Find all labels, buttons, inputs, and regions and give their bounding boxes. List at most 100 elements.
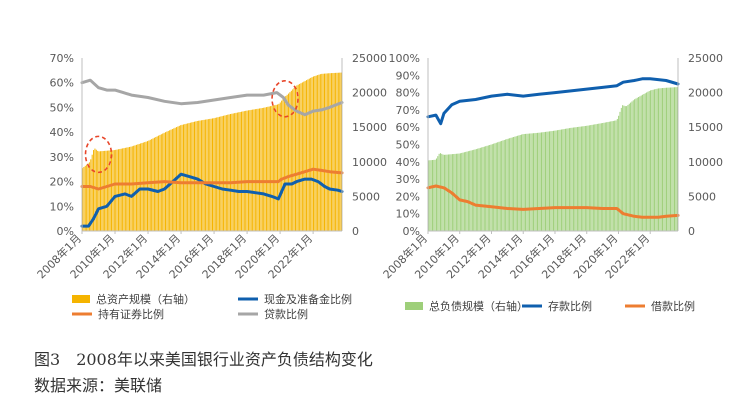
bar: [209, 118, 211, 231]
bar: [443, 154, 445, 231]
bar: [554, 130, 556, 231]
figure-caption: 图3 2008年以来美国银行业资产负债结构变化: [34, 346, 373, 370]
bar: [466, 151, 468, 231]
bar: [231, 113, 233, 231]
bar: [458, 153, 460, 231]
line-series-1: [80, 172, 344, 228]
bar: [431, 160, 433, 231]
bar: [108, 150, 110, 231]
line-series-3: [80, 78, 344, 117]
bar: [117, 149, 119, 231]
bar: [530, 133, 532, 231]
bar: [602, 123, 604, 231]
bar: [195, 121, 197, 231]
bar: [263, 107, 265, 231]
bar: [533, 133, 535, 231]
bar: [481, 147, 483, 231]
bar: [626, 106, 628, 231]
bar: [579, 126, 581, 231]
bar: [328, 73, 330, 231]
bar: [635, 98, 637, 232]
bar: [268, 106, 270, 231]
bar: [312, 76, 314, 231]
bar: [497, 142, 499, 231]
bar: [463, 152, 465, 231]
bar: [303, 81, 305, 231]
bar: [439, 153, 441, 231]
y-tick-right: 5000: [688, 190, 716, 203]
bar: [541, 132, 542, 231]
legend-item: 总资产规模（右轴）: [72, 292, 195, 306]
bar: [105, 150, 107, 231]
chart-left-asset-structure: 0% 10% 20% 30% 40% 50% 60% 70% 0 5000 10000 15000 20…: [34, 52, 387, 321]
bar: [152, 138, 154, 231]
bar: [628, 103, 630, 231]
bar: [648, 90, 650, 231]
legend-item: 借款比例: [625, 299, 695, 313]
y-tick-right: 25000: [352, 52, 387, 65]
bar: [564, 128, 566, 231]
bar: [141, 143, 143, 231]
legend-label: 总资产规模（右轴）: [96, 292, 195, 306]
line-series-2: [80, 167, 344, 191]
bar: [664, 87, 666, 231]
bar: [259, 108, 261, 231]
bar: [527, 133, 529, 231]
y-tick-left: 60%: [396, 121, 420, 134]
bar: [551, 131, 553, 231]
bar: [293, 88, 295, 231]
bar: [127, 147, 129, 231]
bar: [534, 133, 536, 231]
bar: [437, 156, 439, 231]
y-tick-right: 15000: [352, 121, 387, 134]
bar: [491, 144, 493, 231]
bar: [624, 106, 626, 231]
bar: [109, 150, 111, 231]
bar: [434, 159, 436, 231]
bar: [170, 129, 172, 231]
bar: [596, 123, 598, 231]
bar: [538, 132, 540, 231]
bar: [503, 139, 505, 231]
bar: [339, 72, 341, 232]
y-tick-left: 70%: [396, 104, 420, 117]
bar: [330, 73, 332, 231]
y-tick-left: 10%: [50, 200, 74, 213]
bar: [131, 146, 133, 231]
bar: [119, 148, 121, 231]
legend-item: 贷款比例: [238, 307, 308, 321]
bar: [307, 79, 309, 231]
bar: [98, 151, 100, 231]
highlight-circle-1: [84, 135, 113, 174]
bar: [618, 115, 620, 231]
y-tick-right: 0: [688, 225, 695, 238]
y-tick-right: 15000: [688, 121, 723, 134]
bar: [129, 146, 131, 231]
bar: [509, 138, 511, 231]
bar: [317, 75, 319, 231]
bar: [459, 153, 461, 231]
bar: [148, 140, 150, 231]
bar: [647, 91, 649, 232]
bar: [156, 136, 158, 231]
bar: [203, 119, 205, 231]
bar: [111, 150, 113, 231]
bar-series: [428, 87, 678, 232]
bar: [667, 87, 669, 231]
bar: [126, 147, 128, 231]
bar: [572, 127, 574, 231]
bar: [590, 125, 592, 231]
bar: [242, 111, 244, 231]
bar: [199, 120, 201, 231]
bar: [329, 73, 331, 231]
bar: [506, 139, 508, 231]
bar: [567, 128, 569, 231]
figure-label: 图3: [34, 350, 61, 369]
bar: [245, 110, 247, 231]
bar: [88, 162, 90, 231]
bar: [445, 154, 447, 231]
bar: [216, 117, 218, 231]
bar: [583, 126, 585, 231]
bar: [430, 160, 432, 231]
bar: [447, 154, 449, 231]
